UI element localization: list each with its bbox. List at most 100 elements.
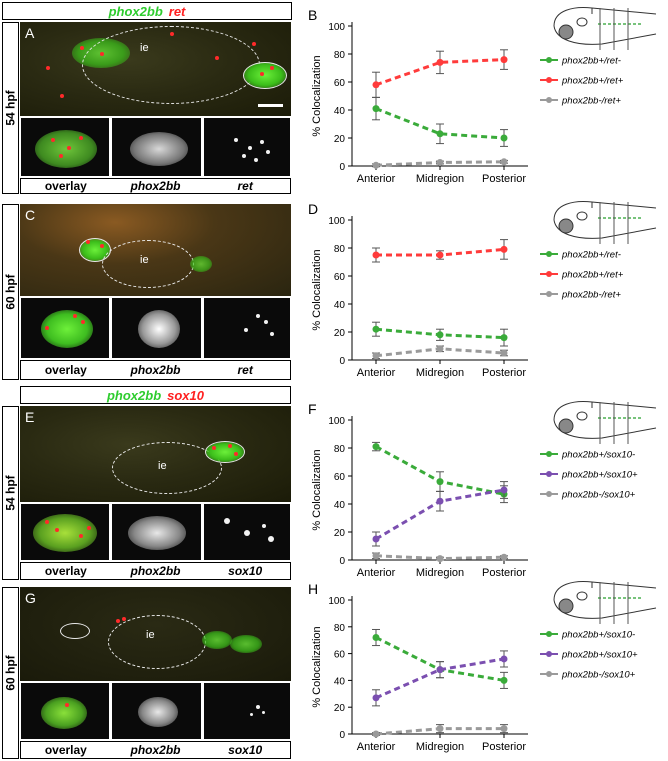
data-point bbox=[372, 161, 380, 169]
ie-label-c: ie bbox=[140, 254, 149, 266]
inset-sox10-g bbox=[203, 682, 291, 740]
series-line bbox=[375, 657, 505, 700]
data-point bbox=[500, 334, 508, 342]
embryo-eye bbox=[558, 418, 574, 434]
micrograph-c: C ie bbox=[20, 204, 291, 296]
data-point bbox=[436, 130, 444, 138]
inset-overlay-c bbox=[20, 297, 110, 359]
chart-h: H 0 20 40 60 80 100 % Colocalization Anterior Mid… bbox=[308, 581, 657, 753]
y-axis-label: % Colocalization bbox=[311, 626, 323, 707]
y-tick-label: 20 bbox=[334, 134, 346, 145]
cell-outline-g bbox=[60, 623, 90, 639]
y-tick-label: 60 bbox=[334, 650, 346, 661]
data-point bbox=[436, 666, 444, 674]
legend-label: phox2bb+/ret- bbox=[561, 56, 621, 67]
data-point bbox=[436, 331, 444, 339]
y-tick-label: 80 bbox=[334, 50, 346, 61]
x-tick-label: Midregion bbox=[416, 567, 464, 579]
inner-ear-outline-a bbox=[82, 26, 260, 104]
x-tick-label: Anterior bbox=[357, 567, 396, 579]
y-tick-label: 60 bbox=[334, 78, 346, 89]
y-tick-label: 0 bbox=[339, 556, 345, 567]
data-point bbox=[372, 81, 380, 89]
panel-letter-e: E bbox=[25, 409, 35, 425]
inset-phox2bb-g bbox=[111, 682, 202, 740]
label-strip-e: overlay phox2bb sox10 bbox=[20, 562, 291, 580]
x-tick-label: Midregion bbox=[416, 173, 464, 185]
inset-overlay-g bbox=[20, 682, 110, 740]
embryo-schematic bbox=[553, 581, 657, 624]
data-point bbox=[500, 349, 508, 357]
legend-label: phox2bb-/ret+ bbox=[561, 96, 621, 107]
embryo-outline bbox=[553, 7, 657, 45]
data-point bbox=[436, 478, 444, 486]
y-tick-label: 80 bbox=[334, 623, 346, 634]
data-point bbox=[436, 725, 444, 733]
x-tick-label: Posterior bbox=[482, 741, 526, 753]
inset-ret-a bbox=[203, 117, 291, 177]
chart-d: D 0 20 40 60 80 100 % Colocalization Anterior Mid… bbox=[308, 201, 657, 379]
inset-overlay-a bbox=[20, 117, 110, 177]
data-point bbox=[436, 251, 444, 259]
embryo-eye bbox=[558, 24, 574, 40]
y-tick-label: 40 bbox=[334, 106, 346, 117]
chart-panel-letter: D bbox=[308, 201, 318, 217]
data-point bbox=[500, 245, 508, 253]
data-point bbox=[436, 555, 444, 563]
y-tick-label: 100 bbox=[328, 596, 345, 607]
y-tick-label: 40 bbox=[334, 300, 346, 311]
data-point bbox=[436, 58, 444, 66]
series-line bbox=[375, 58, 505, 87]
inset-phox2bb-c bbox=[111, 297, 202, 359]
inset-phox2bb-e bbox=[111, 503, 202, 561]
y-tick-label: 80 bbox=[334, 444, 346, 455]
ie-label-a: ie bbox=[140, 42, 149, 54]
chart-b: B 0 20 40 60 80 100 % Colocalization Anterior Mid… bbox=[308, 7, 657, 185]
x-tick-label: Posterior bbox=[482, 367, 526, 379]
legend-label: phox2bb-/sox10+ bbox=[561, 490, 636, 501]
data-point bbox=[372, 105, 380, 113]
header-gene-ret: ret bbox=[168, 3, 186, 19]
legend-swatch-dot bbox=[546, 291, 552, 297]
legend-label: phox2bb+/ret- bbox=[561, 250, 621, 261]
legend-label: phox2bb+/sox10- bbox=[561, 630, 635, 641]
legend-label: phox2bb-/ret+ bbox=[561, 290, 621, 301]
y-tick-label: 80 bbox=[334, 244, 346, 255]
label-strip-g: overlay phox2bb sox10 bbox=[20, 741, 291, 759]
y-tick-label: 40 bbox=[334, 676, 346, 687]
data-point bbox=[500, 725, 508, 733]
x-tick-label: Anterior bbox=[357, 173, 396, 185]
chart-panel-letter: F bbox=[308, 401, 317, 417]
header-phox2bb-sox10: phox2bb sox10 bbox=[20, 386, 291, 404]
data-point bbox=[372, 694, 380, 702]
inset-ret-c bbox=[203, 297, 291, 359]
legend-label: phox2bb-/sox10+ bbox=[561, 670, 636, 681]
legend-swatch-dot bbox=[546, 57, 552, 63]
legend-swatch-dot bbox=[546, 451, 552, 457]
data-point bbox=[436, 345, 444, 353]
legend-label: phox2bb+/sox10+ bbox=[561, 650, 638, 661]
data-point bbox=[436, 159, 444, 166]
stage-label-g: 60 hpf bbox=[2, 587, 19, 759]
embryo-eye bbox=[558, 598, 574, 614]
cell-outline-e bbox=[205, 441, 245, 463]
data-point bbox=[500, 134, 508, 142]
data-point bbox=[500, 655, 508, 663]
y-axis-label: % Colocalization bbox=[311, 249, 323, 330]
header-phox2bb-ret: phox2bb ret bbox=[2, 2, 292, 20]
inset-phox2bb-a bbox=[111, 117, 202, 177]
data-point bbox=[372, 251, 380, 259]
header-gene-sox10: sox10 bbox=[167, 387, 205, 403]
data-point bbox=[500, 486, 508, 494]
data-point bbox=[372, 730, 380, 738]
embryo-eye bbox=[558, 218, 574, 234]
stage-label-e: 54 hpf bbox=[2, 406, 19, 580]
embryo-schematic bbox=[553, 7, 657, 50]
data-point bbox=[500, 553, 508, 561]
inner-ear-outline-e bbox=[112, 442, 222, 494]
embryo-schematic bbox=[553, 201, 657, 244]
series-line bbox=[375, 107, 505, 140]
y-axis-label: % Colocalization bbox=[311, 55, 323, 136]
legend-swatch-dot bbox=[546, 671, 552, 677]
panel-letter-a: A bbox=[25, 25, 35, 41]
